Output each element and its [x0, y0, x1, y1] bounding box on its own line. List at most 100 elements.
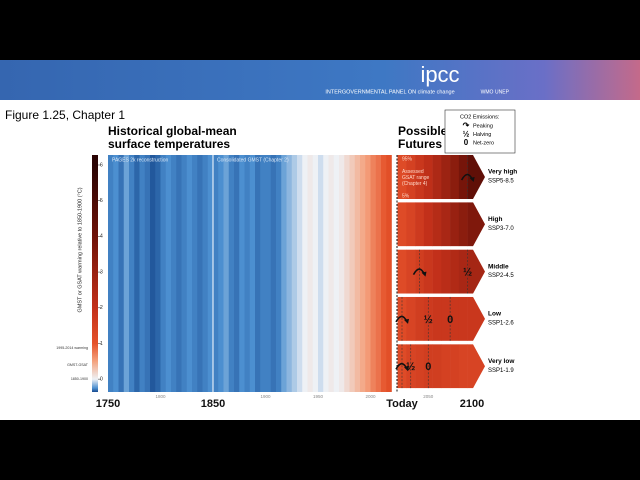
stripe [265, 155, 272, 392]
annotation: PAGES 2k reconstruction [112, 157, 169, 163]
stripe [197, 155, 203, 392]
future-stripe [441, 296, 451, 341]
stripe [244, 155, 251, 392]
stripe [139, 155, 146, 392]
future-annotation: 5% [402, 193, 410, 199]
y-tick-label: 3 [100, 269, 103, 275]
partner: WMO [481, 89, 494, 95]
peaking-marker-head [404, 366, 409, 372]
stripe [150, 155, 156, 392]
stripe [218, 155, 224, 392]
stripe [312, 155, 319, 392]
net-zero-marker: 0 [447, 314, 453, 326]
future-stripe [415, 296, 425, 341]
net-zero-marker: 0 [425, 361, 431, 373]
stripe [302, 155, 308, 392]
stripe [249, 155, 256, 392]
legend-label: Peaking [473, 123, 493, 129]
halving-marker: ½ [424, 314, 433, 326]
stripe [144, 155, 151, 392]
y-tick-label: 1 [100, 341, 103, 347]
x-tick-label: 1850 [201, 398, 225, 410]
legend-symbol: ↷ [463, 121, 470, 130]
stripe [155, 155, 161, 392]
future-stripe [458, 202, 468, 247]
future-annotation: 95% [402, 156, 413, 162]
figure-label: Figure 1.25, Chapter 1 [5, 108, 125, 122]
peaking-marker-head [404, 318, 409, 324]
y-annotation: 1995-2014 warming [56, 346, 88, 350]
future-stripe [406, 155, 416, 199]
future-stripe [441, 202, 451, 247]
org-name: INTERGOVERNMENTAL PANEL ON climate chang… [325, 89, 454, 95]
stripe [333, 155, 340, 392]
stripe [239, 155, 245, 392]
stripe [176, 155, 182, 392]
y-annotation: GMST-GSAT [67, 363, 89, 367]
legend-label: Halving [473, 132, 491, 138]
y-tick-label: 0 [100, 376, 103, 382]
scenario-name: High [488, 216, 502, 223]
stripe [129, 155, 135, 392]
future-stripe [406, 249, 416, 294]
minor-x-tick-label: 1800 [155, 394, 166, 399]
future-stripe [415, 155, 425, 199]
stripe [181, 155, 188, 392]
stripe [123, 155, 130, 392]
future-title: Possible Futures [398, 124, 448, 151]
stripe [207, 155, 214, 392]
future-annotation: Assessed GSAT range (Chapter 4) [402, 169, 430, 187]
stripe [291, 155, 298, 392]
stripe [192, 155, 198, 392]
stripe [165, 155, 172, 392]
stripe [186, 155, 193, 392]
stripe [360, 155, 366, 392]
stripe [160, 155, 167, 392]
scenario-code: SSP2-4.5 [488, 273, 514, 279]
future-stripe [450, 344, 460, 389]
scenario-code: SSP3-7.0 [488, 226, 514, 232]
future-row [397, 249, 485, 294]
scenario-name: Very high [488, 169, 517, 176]
stripe [375, 155, 382, 392]
future-stripe [441, 155, 451, 199]
minor-x-tick-label: 2000 [365, 394, 376, 399]
stripe [118, 155, 125, 392]
peaking-marker-head [469, 177, 475, 182]
future-stripe [423, 155, 433, 199]
stripe [281, 155, 287, 392]
future-stripe [432, 202, 442, 247]
halving-marker: ½ [406, 361, 415, 373]
future-stripe [441, 249, 451, 294]
bottom-bar [0, 420, 640, 480]
stripe [328, 155, 335, 392]
future-stripe [450, 155, 460, 199]
legend-symbol: 0 [464, 138, 469, 147]
stripe [108, 155, 114, 392]
stripe [323, 155, 329, 392]
future-stripe [423, 202, 433, 247]
stripe [134, 155, 140, 392]
scenario-code: SSP1-1.9 [488, 368, 514, 374]
y-tick-label: 5 [100, 198, 103, 204]
x-tick-label: Today [386, 398, 418, 410]
future-stripe [423, 249, 433, 294]
future-stripe [458, 344, 468, 389]
stripe [171, 155, 177, 392]
future-stripe [415, 344, 425, 389]
stripe [213, 155, 219, 392]
stripe [370, 155, 377, 392]
x-tick-label: 1750 [96, 398, 120, 410]
x-tick-label: 2100 [460, 398, 484, 410]
stripe [349, 155, 356, 392]
legend-box [444, 109, 516, 154]
stripe [255, 155, 261, 392]
stripe [286, 155, 293, 392]
y-tick-label: 2 [100, 305, 103, 311]
stripe [202, 155, 209, 392]
partner: UNEP [495, 89, 510, 95]
future-stripe [458, 249, 468, 294]
stripe [113, 155, 119, 392]
legend-label: Net-zero [473, 140, 494, 146]
stripe [270, 155, 277, 392]
